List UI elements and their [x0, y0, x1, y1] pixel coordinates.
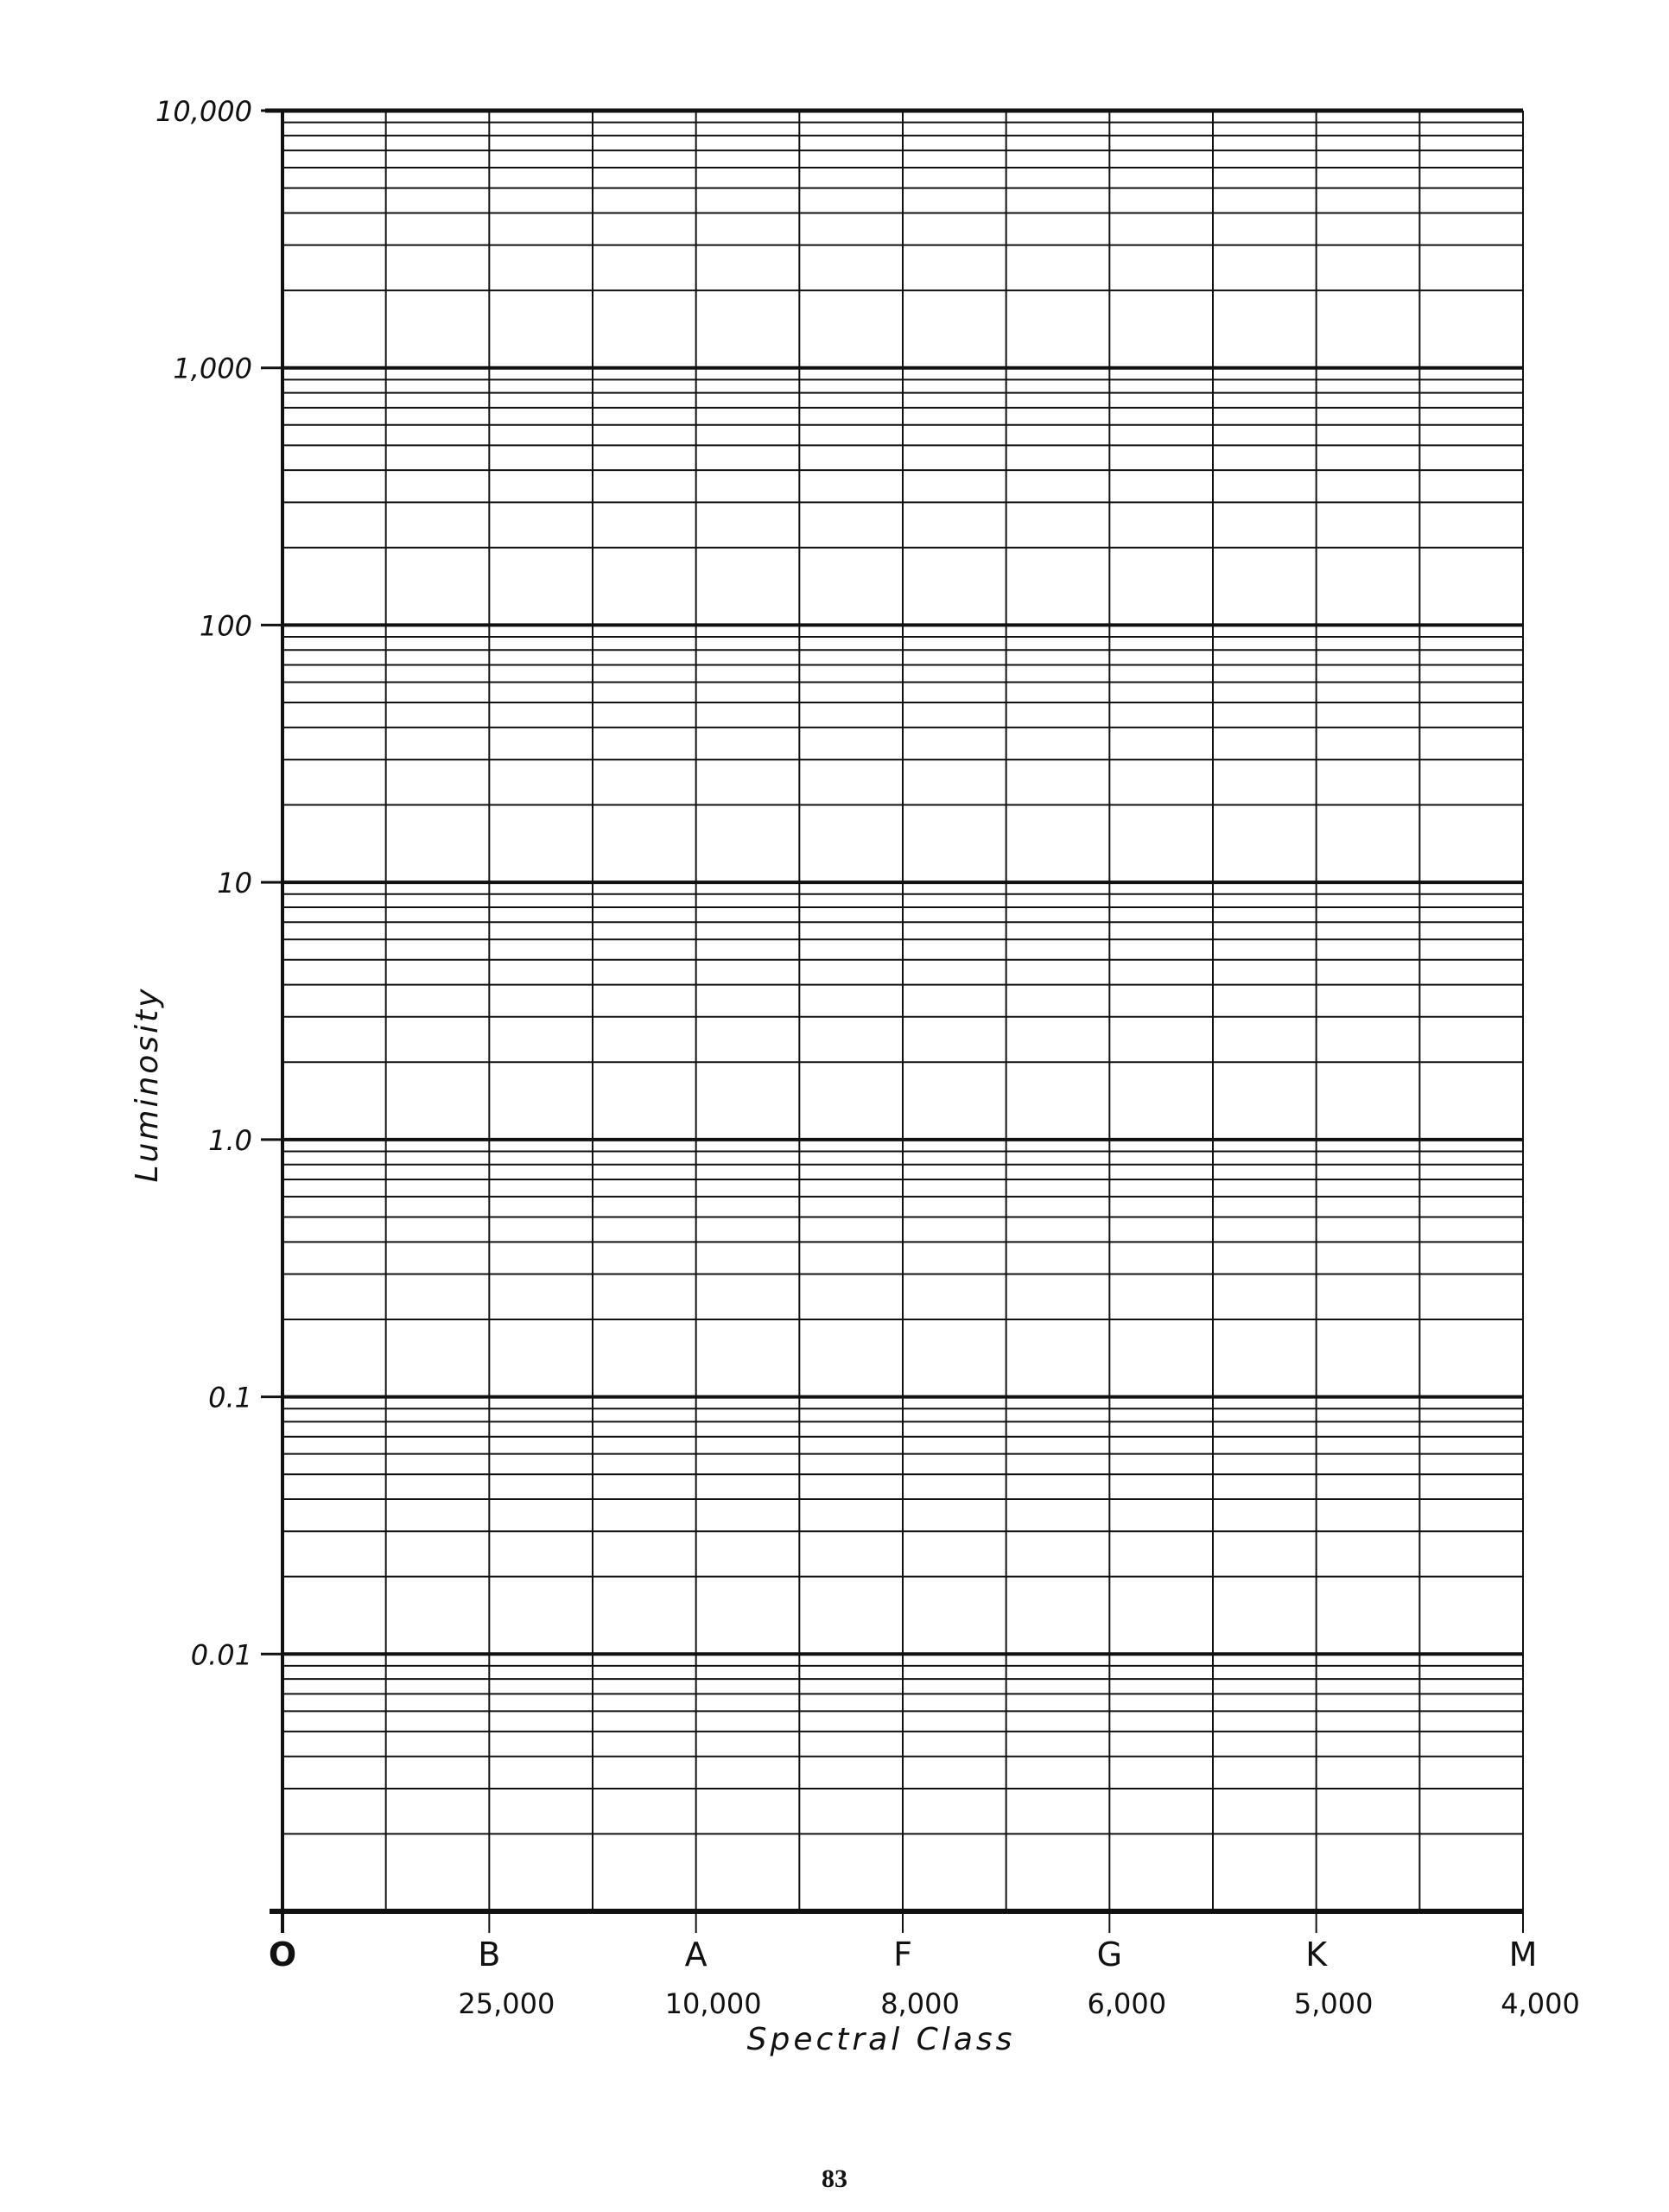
spectral-class-label: G: [1097, 1936, 1122, 1974]
spectral-class-label: K: [1305, 1936, 1328, 1974]
y-tick-label: 10: [217, 867, 252, 899]
temperature-label: 10,000: [665, 1987, 762, 2020]
y-tick-label: 0.01: [191, 1638, 252, 1671]
temperature-label: 5,000: [1294, 1987, 1374, 2020]
y-tick-label: 1.0: [208, 1124, 252, 1157]
x-axis-title: Spectral Class: [747, 2022, 1016, 2057]
spectral-class-label: B: [478, 1936, 500, 1974]
y-tick-label: 100: [200, 609, 252, 642]
page-number: 83: [822, 2164, 847, 2193]
y-tick-label: 1,000: [173, 353, 252, 385]
y-axis-title: Luminosity: [130, 987, 165, 1183]
spectral-class-label: O: [269, 1936, 296, 1974]
spectral-class-label: A: [685, 1936, 708, 1974]
temperature-label: 8,000: [880, 1987, 960, 2020]
temperature-label: 25,000: [458, 1987, 555, 2020]
y-tick-label: 10,000: [155, 95, 252, 128]
y-tick-label: 0.1: [208, 1382, 252, 1414]
spectral-class-label: F: [893, 1936, 912, 1974]
temperature-label: 6,000: [1088, 1987, 1167, 2020]
spectral-class-label: M: [1509, 1936, 1538, 1974]
temperature-label: 4,000: [1501, 1987, 1580, 2020]
